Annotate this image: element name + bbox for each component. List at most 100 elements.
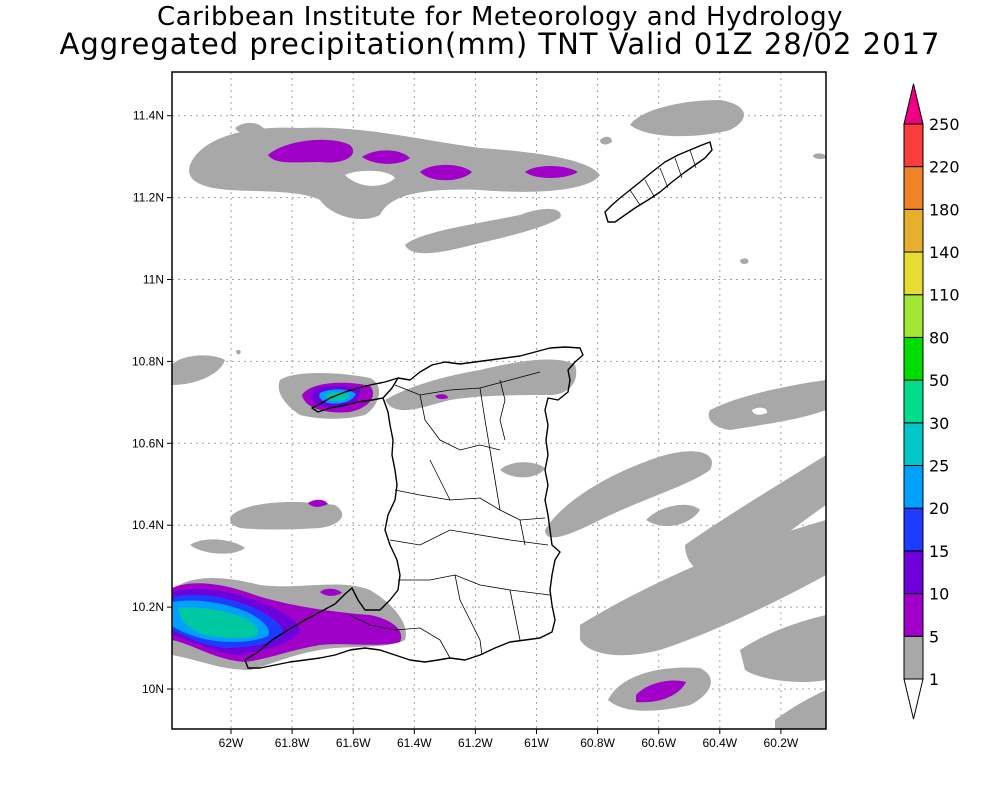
lon-tick-label: 61.4W <box>397 736 432 750</box>
colorbar-level-label: 20 <box>929 499 949 518</box>
boundary <box>689 149 697 169</box>
colorbar-level-label: 220 <box>929 158 960 177</box>
colorbar-segment <box>903 123 924 168</box>
lat-tick-label: 10.8N <box>132 354 164 368</box>
precip-area <box>385 359 577 411</box>
lat-tick-label: 11.2N <box>133 191 164 205</box>
colorbar-segment <box>903 422 924 466</box>
lat-tick-label: 10N <box>142 682 164 696</box>
lon-tick-label: 61.6W <box>336 736 371 750</box>
lon-tick-label: 60.8W <box>580 736 615 750</box>
longitude-axis: 62W 61.8W 61.6W 61.4W 61.2W 61W 60.8W 60.6W 60.4… <box>219 729 799 750</box>
precip-area <box>190 539 245 554</box>
precip-area <box>813 153 826 159</box>
precip-area <box>172 355 225 385</box>
colorbar-segment <box>903 208 924 253</box>
boundary <box>659 167 669 189</box>
precip-area <box>320 588 342 596</box>
boundary <box>499 379 506 441</box>
lat-tick-label: 10.2N <box>132 600 164 614</box>
precip-area <box>708 380 826 430</box>
colorbar-segment <box>903 166 924 210</box>
colorbar-level-label: 25 <box>929 457 949 476</box>
precip-area <box>500 462 545 478</box>
lon-tick-label: 62W <box>219 736 244 750</box>
colorbar-lower-triangle <box>903 678 924 720</box>
precip-area <box>775 690 826 729</box>
precip-area <box>636 680 686 703</box>
map-plot-area <box>172 72 826 729</box>
precip-area <box>405 208 561 254</box>
trinidad-outline <box>244 141 713 669</box>
map-title: Aggregated precipitation(mm) TNT Valid 0… <box>59 27 941 61</box>
lat-tick-label: 11N <box>143 273 164 287</box>
lon-tick-label: 60.4W <box>702 736 737 750</box>
precip-area <box>525 166 578 178</box>
lat-tick-label: 10.6N <box>132 436 164 450</box>
island-tobago <box>604 141 713 223</box>
latitude-axis: 10N 10.2N 10.4N 10.6N 10.8N 11N 11.2N 11.4N <box>132 109 172 696</box>
tobago-boundaries <box>629 149 697 206</box>
precip-area <box>235 122 265 135</box>
lon-tick-label: 61W <box>524 736 549 750</box>
colorbar-level-label: 180 <box>929 200 960 219</box>
boundary <box>419 394 501 451</box>
lat-tick-label: 11.4N <box>133 109 164 123</box>
colorbar-level-label: 110 <box>929 286 960 305</box>
colorbar-segment <box>903 550 924 595</box>
colorbar-level-label: 80 <box>929 328 949 347</box>
colorbar-level-label: 140 <box>929 243 960 262</box>
colorbar-segment <box>903 251 924 296</box>
boundary <box>398 574 551 596</box>
precip-area <box>230 502 343 530</box>
institution-title: Caribbean Institute for Meteorology and … <box>157 2 843 32</box>
precip-gaps <box>345 170 768 415</box>
colorbar-segment <box>903 507 924 552</box>
precip-area <box>420 164 472 181</box>
boundary <box>454 574 483 656</box>
map-frame <box>171 71 827 730</box>
precip-area <box>580 520 826 656</box>
precip-area <box>600 136 612 145</box>
lon-tick-label: 60.6W <box>641 736 676 750</box>
colorbar-level-label: 5 <box>929 627 939 646</box>
colorbar-segment <box>903 593 924 637</box>
precip-area <box>268 139 354 163</box>
precip-area <box>178 607 259 639</box>
colorbar-level-label: 15 <box>929 542 949 561</box>
boundary <box>509 589 521 641</box>
precip-area <box>646 504 700 527</box>
boundary <box>644 179 656 199</box>
precip-area <box>435 394 448 400</box>
colorbar-level-label: 50 <box>929 371 949 390</box>
colorbar-segment <box>903 635 924 680</box>
precip-area <box>362 150 410 164</box>
colorbar-level-label: 30 <box>929 414 949 433</box>
boundary <box>389 529 549 546</box>
colorbar-upper-triangle <box>903 83 924 125</box>
boundary <box>349 614 451 659</box>
boundary <box>674 157 683 179</box>
boundary <box>629 189 641 206</box>
precip-area <box>236 350 241 355</box>
colorbar-segment <box>903 379 924 424</box>
precip-area <box>740 258 749 264</box>
precip-gap <box>345 170 395 186</box>
precip-area <box>630 100 744 137</box>
colorbar-segment <box>903 336 924 381</box>
precip-area <box>326 392 350 401</box>
colorbar-segment <box>903 465 924 509</box>
island-trinidad-nw-peninsula <box>311 377 399 413</box>
colorbar-level-label: 10 <box>929 585 949 604</box>
precip-band-25-30mm <box>178 392 350 639</box>
precip-area <box>740 615 826 682</box>
lat-tick-label: 10.4N <box>132 518 164 532</box>
colorbar-level-label: 1 <box>929 670 939 689</box>
lon-tick-label: 61.2W <box>458 736 493 750</box>
precip-area <box>308 499 328 507</box>
boundary <box>429 459 451 501</box>
lon-tick-label: 61.8W <box>275 736 310 750</box>
precip-gap <box>752 407 768 415</box>
